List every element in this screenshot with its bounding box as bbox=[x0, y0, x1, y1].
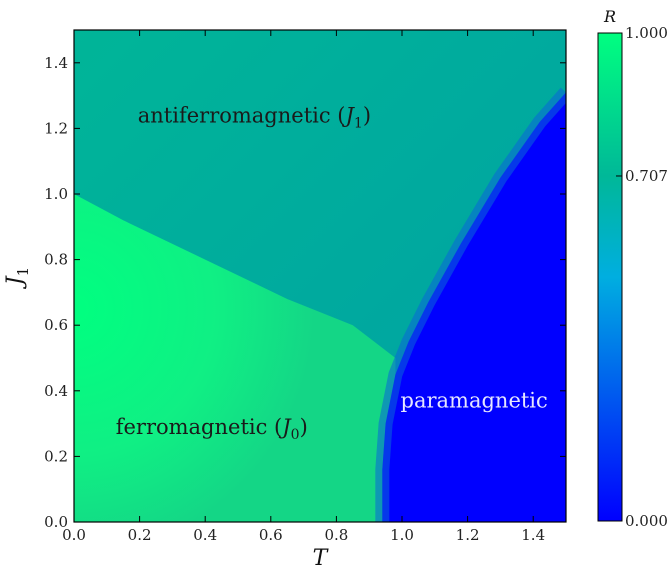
colorbar-ticks: 1.000 0.707 0.000 bbox=[616, 24, 668, 530]
x-tick-label: 1.2 bbox=[456, 526, 480, 544]
colorbar bbox=[597, 32, 623, 522]
y-tick-label: 0.0 bbox=[44, 513, 68, 531]
y-tick-label: 1.0 bbox=[44, 185, 68, 203]
svg-text:J1: J1 bbox=[3, 267, 32, 289]
x-tick-label: 0.6 bbox=[259, 526, 283, 544]
y-tick-label: 0.6 bbox=[44, 316, 68, 334]
region-label-antiferromagnetic: antiferromagnetic (J1) bbox=[138, 103, 371, 131]
x-tick-label: 0.4 bbox=[193, 526, 217, 544]
x-tick-label: 0.8 bbox=[324, 526, 348, 544]
y-tick-label: 0.2 bbox=[44, 447, 68, 465]
y-tick-label: 1.4 bbox=[44, 54, 68, 72]
x-tick-label: 0.2 bbox=[128, 526, 152, 544]
ferromagnetic-phase-fill bbox=[74, 194, 396, 522]
x-tick-label: 1.4 bbox=[521, 526, 545, 544]
plot-frame bbox=[73, 29, 567, 523]
colorbar-tick-label: 0.707 bbox=[625, 167, 668, 185]
phase-boundary-halo bbox=[375, 87, 566, 522]
region-label-ferromagnetic: ferromagnetic (J0) bbox=[116, 415, 308, 443]
x-axis-label: T bbox=[313, 546, 330, 571]
paramagnetic-phase-fill bbox=[382, 92, 566, 522]
colorbar-tick-label: 0.000 bbox=[625, 512, 668, 530]
colorbar-title: R bbox=[603, 7, 616, 26]
region-label-paramagnetic: paramagnetic bbox=[401, 389, 548, 413]
heatmap-area bbox=[74, 30, 566, 522]
x-tick-label: 0.0 bbox=[62, 526, 86, 544]
y-tick-label: 1.2 bbox=[44, 119, 68, 137]
x-tick-label: 1.0 bbox=[390, 526, 414, 544]
y-tick-label: 0.4 bbox=[44, 382, 68, 400]
y-axis-ticks: 0.0 0.2 0.4 0.6 0.8 1.0 1.2 1.4 bbox=[44, 54, 566, 531]
y-axis-label: J1 bbox=[3, 267, 32, 289]
colorbar-tick-label: 1.000 bbox=[625, 24, 668, 42]
region-labels: antiferromagnetic (J1) ferromagnetic (J0)… bbox=[116, 103, 548, 443]
x-axis-ticks: 0.0 0.2 0.4 0.6 0.8 1.0 1.2 1.4 bbox=[62, 30, 545, 544]
y-tick-label: 0.8 bbox=[44, 251, 68, 269]
